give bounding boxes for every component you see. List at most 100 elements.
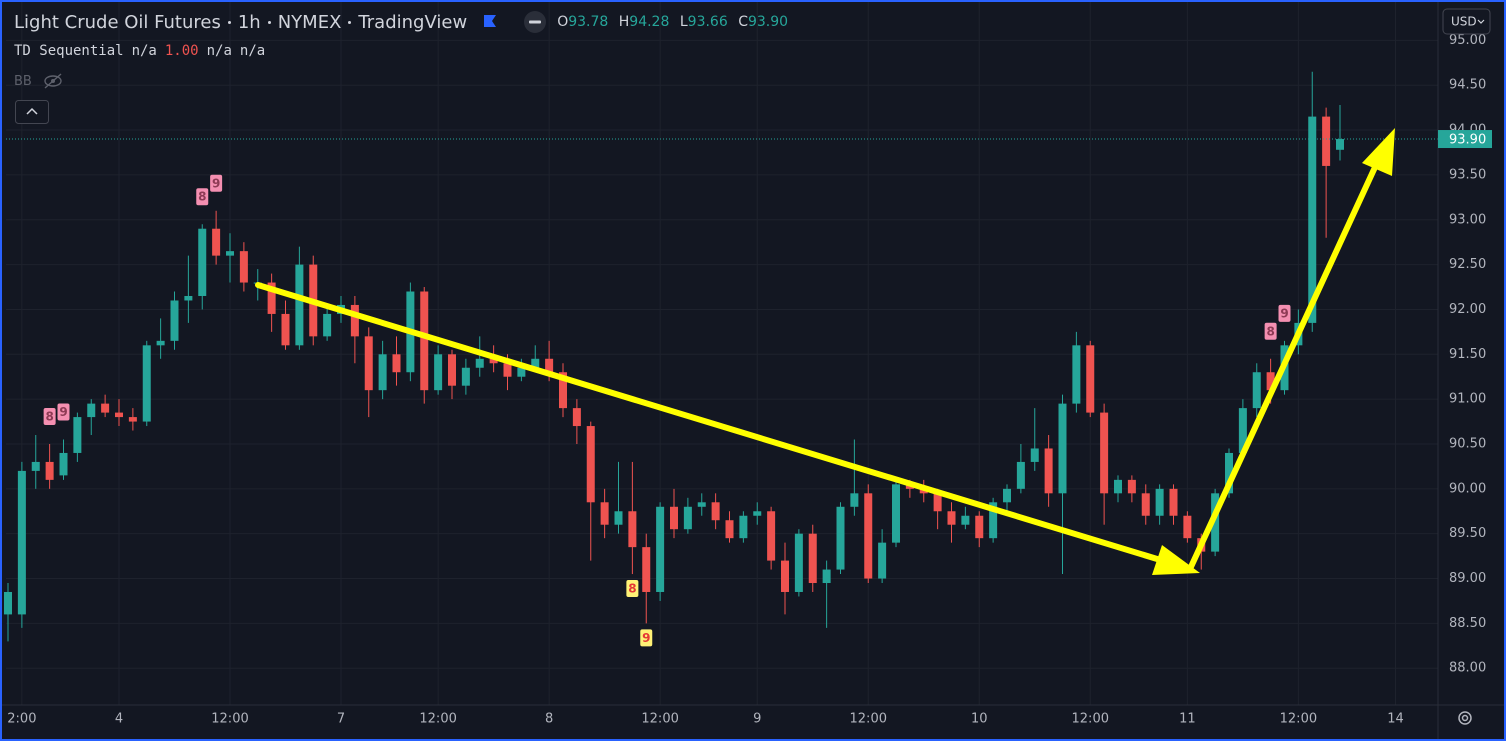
ohlc-value: 94.28: [629, 14, 670, 30]
y-tick-label: 89.50: [1449, 526, 1486, 541]
candle-body: [350, 304, 359, 337]
y-tick-label: 89.00: [1449, 571, 1486, 586]
candle-body: [1127, 479, 1136, 494]
candle-body: [683, 506, 692, 530]
ohlc-legend: O93.78 H94.28 L93.66 C93.90: [557, 14, 794, 30]
candle-body: [461, 367, 470, 386]
candle-body: [448, 354, 456, 386]
candle-body: [1086, 345, 1095, 413]
trend-arrows: [255, 128, 1395, 575]
candle-body: [753, 511, 762, 516]
candle-body: [878, 542, 887, 579]
candle-body: [1183, 515, 1192, 539]
axes: 88.0088.5089.0089.5090.0090.5091.0091.50…: [7, 33, 1492, 727]
indicator-value: n/a: [239, 43, 266, 59]
candle-body: [1211, 493, 1220, 552]
x-tick-label: 12:00: [419, 712, 456, 727]
currency-button[interactable]: [1442, 8, 1491, 35]
candle-body: [1100, 412, 1109, 494]
y-tick-label: 94.50: [1449, 78, 1486, 93]
candle-body: [1225, 452, 1233, 494]
candle-body: [1141, 493, 1150, 516]
candle-body: [919, 488, 928, 494]
td-count: 9: [212, 176, 220, 190]
candle-body: [115, 412, 123, 418]
candle-body: [711, 502, 720, 521]
ohlc-value: 93.90: [747, 14, 789, 30]
candle-body: [697, 502, 706, 507]
y-tick-label: 91.50: [1449, 347, 1486, 362]
candle-body: [73, 417, 82, 453]
flag-icon[interactable]: [481, 13, 499, 31]
indicator-legend: TD Sequential n/a 1.00 n/a n/a: [14, 41, 273, 61]
candle-body: [420, 291, 429, 391]
td-count: 8: [1266, 324, 1274, 338]
arrow-head: [1362, 128, 1395, 176]
candle-body: [545, 358, 554, 373]
x-tick-label: 7: [337, 712, 345, 727]
td-marker: [640, 629, 653, 647]
candle-body: [1072, 345, 1081, 404]
candle-body: [128, 417, 137, 422]
td-marker: [43, 407, 56, 425]
x-tick-label: 12:00: [850, 712, 887, 727]
candle-body: [489, 358, 498, 364]
candle-body: [559, 372, 567, 409]
td-count: 9: [59, 405, 67, 419]
ohlc-key: L: [679, 14, 688, 30]
y-tick-label: 95.00: [1449, 33, 1486, 48]
y-tick-label: 90.50: [1449, 436, 1486, 451]
candle-body: [156, 340, 165, 346]
candle-body: [392, 354, 401, 373]
td-count: 8: [45, 409, 53, 423]
candle-body: [295, 264, 304, 346]
candle-body: [1266, 372, 1275, 391]
ohlc-key: O: [557, 14, 569, 30]
candle-body: [212, 228, 221, 256]
x-tick-label: 10: [971, 712, 988, 727]
td-count: 8: [628, 582, 636, 596]
x-tick-label: 12:00: [641, 712, 678, 727]
symbol: Light Crude Oil Futures: [14, 11, 221, 33]
x-tick-label: 12:00: [1280, 712, 1317, 727]
candle-body: [628, 511, 637, 548]
x-tick-label: 12:00: [211, 712, 248, 727]
candle-body: [586, 426, 595, 503]
candle-body: [1252, 372, 1261, 409]
x-tick-label: 9: [753, 712, 761, 727]
candle-body: [503, 363, 512, 377]
collapse-button[interactable]: [15, 100, 49, 124]
hidden-icon[interactable]: [42, 72, 64, 90]
y-tick-label: 88.50: [1449, 616, 1486, 631]
candle-body: [892, 484, 900, 543]
td-marker: [1264, 322, 1277, 340]
td-marker: [626, 580, 639, 598]
candle-body: [142, 345, 151, 422]
separator: [227, 20, 231, 24]
candle-body: [1114, 479, 1122, 494]
td-count: 8: [198, 190, 206, 204]
candle-body: [614, 511, 623, 525]
candle-body: [1044, 448, 1053, 494]
y-tick-label: 93.00: [1449, 212, 1486, 227]
interval: 1h: [237, 11, 261, 33]
settings-icon[interactable]: [1458, 711, 1472, 725]
candle-body: [850, 493, 859, 507]
candle-body: [947, 511, 956, 525]
candle-body: [184, 295, 193, 301]
source: TradingView: [358, 11, 468, 33]
td-marker: [210, 174, 223, 192]
candle-body: [1155, 488, 1164, 516]
candle-body: [975, 515, 984, 539]
candle-body: [1058, 403, 1067, 494]
candle-body: [531, 358, 540, 368]
separator: [267, 20, 271, 24]
chevron: [1477, 19, 1485, 24]
candle-body: [961, 515, 970, 525]
candle-body: [364, 336, 373, 391]
x-tick-label: 11: [1179, 712, 1196, 727]
hide-button[interactable]: [523, 10, 547, 34]
